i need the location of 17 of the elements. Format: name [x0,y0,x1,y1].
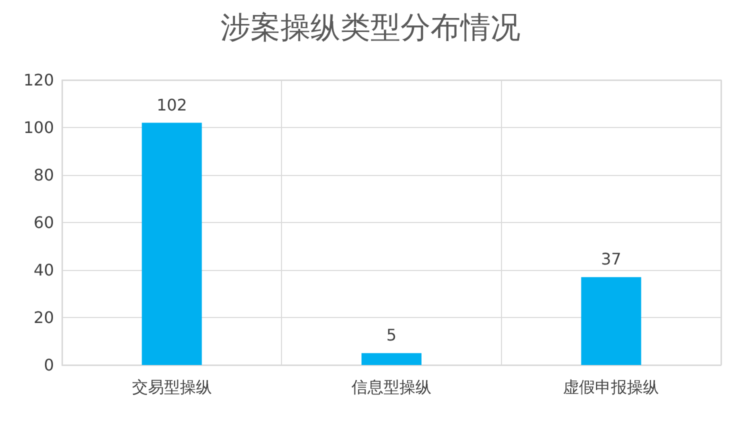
data-label: 102 [156,95,188,114]
bar [142,122,202,365]
y-tick-label: 80 [34,166,54,184]
y-tick-label: 0 [44,356,54,374]
x-tick-label: 虚假申报操纵 [563,378,660,396]
data-label: 37 [600,250,622,269]
x-tick-label: 交易型操纵 [132,378,212,396]
y-tick-label: 40 [34,260,54,280]
chart-title: 涉案操纵类型分布情况 [220,10,520,46]
bar [362,353,422,365]
y-tick-label: 20 [34,308,54,327]
y-tick-label: 100 [23,118,54,137]
y-tick-label: 60 [34,213,54,232]
data-label: 5 [386,326,397,345]
bar [581,277,642,365]
x-tick-label: 信息型操纵 [352,378,432,396]
y-tick-label: 120 [23,70,54,90]
